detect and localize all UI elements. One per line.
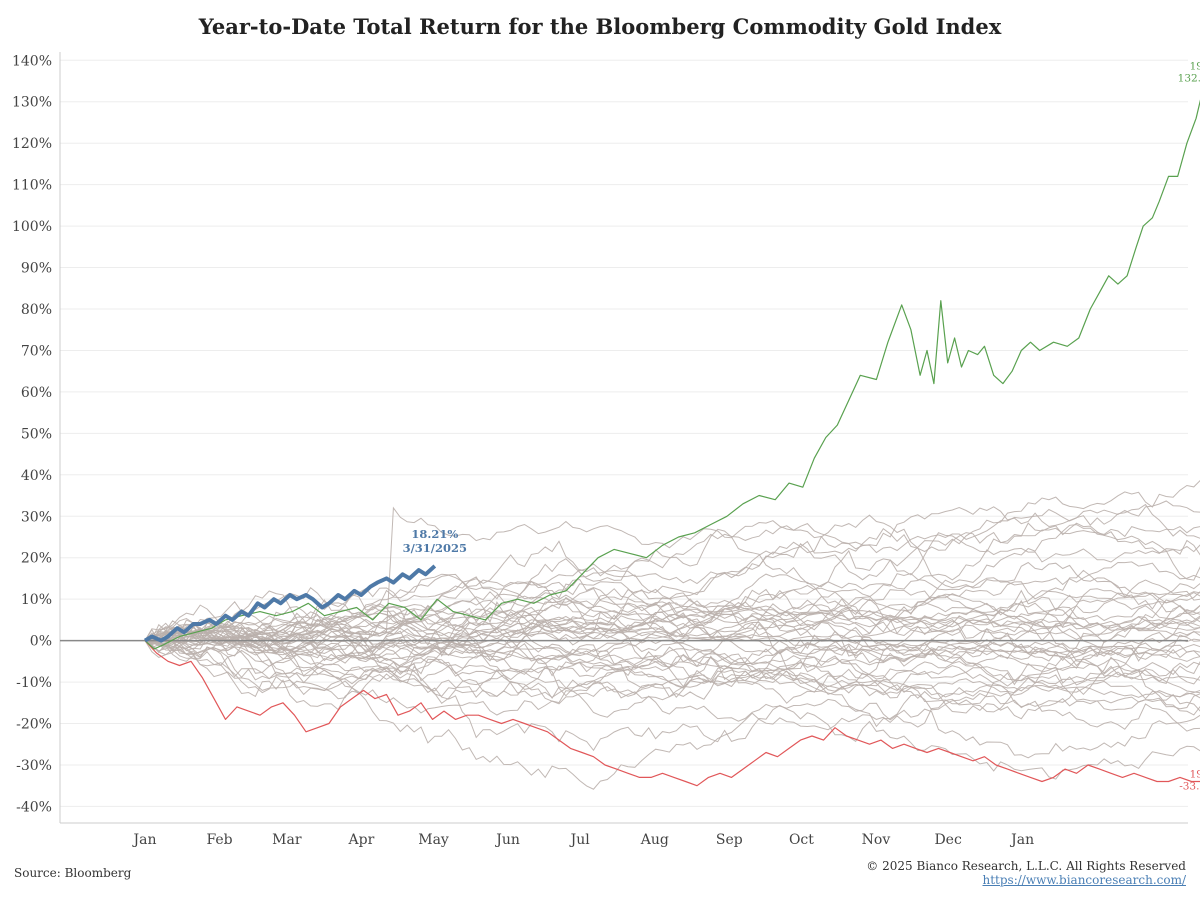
other-year-line <box>144 636 1200 698</box>
other-year-line <box>144 500 1200 654</box>
series-line-1981 <box>144 640 1200 787</box>
series-line-2025 <box>143 564 437 643</box>
annotation-year-1981: 1981 <box>1190 769 1200 781</box>
annotation-value-2025: 18.21% <box>411 527 458 541</box>
y-tick-label: -20% <box>16 717 52 733</box>
y-tick-label: 80% <box>21 302 52 318</box>
other-year-line <box>144 514 1200 650</box>
x-tick-label: Nov <box>862 832 891 848</box>
x-tick-label: Aug <box>640 832 669 848</box>
x-tick-label: Feb <box>206 832 232 848</box>
y-tick-label: -10% <box>16 675 52 691</box>
other-year-line <box>144 569 1200 644</box>
y-tick-label: 120% <box>12 136 52 152</box>
annotation-value-1981: -33.52% <box>1179 781 1200 793</box>
other-year-line <box>144 640 1200 716</box>
y-tick-label: 0% <box>30 634 52 650</box>
y-tick-label: 30% <box>21 509 52 525</box>
other-year-line <box>144 629 1200 780</box>
chart-title: Year-to-Date Total Return for the Bloomb… <box>198 14 1002 39</box>
y-tick-label: -40% <box>16 799 52 815</box>
other-year-line <box>144 561 1200 647</box>
annotations: 18.21%3/31/2025 1979132.83% 1981-33.52% <box>403 60 1200 792</box>
x-tick-label: Jan <box>1009 832 1034 848</box>
x-tick-label: Jun <box>494 832 520 848</box>
x-tick-label: Jan <box>132 832 157 848</box>
other-year-line <box>144 580 1200 712</box>
y-tick-label: 40% <box>21 468 52 484</box>
annotation-date-2025: 3/31/2025 <box>403 541 467 555</box>
other-year-line <box>144 587 1200 649</box>
highlighted-series <box>143 99 1200 787</box>
other-year-line <box>144 588 1200 654</box>
grid-lines <box>60 59 1188 807</box>
y-axis: -40% -30% -20% -10% 0% 10% 20% 30% 40% 50% 60% 70% 8… <box>12 52 61 823</box>
y-tick-label: 60% <box>21 385 52 401</box>
series-line-1979 <box>144 99 1200 650</box>
source-note: Source: Bloomberg <box>14 866 132 880</box>
other-year-line <box>144 627 1200 694</box>
other-years-lines <box>144 479 1200 790</box>
other-year-line <box>144 626 1200 759</box>
y-tick-label: 110% <box>12 178 52 194</box>
y-tick-label: 50% <box>21 426 52 442</box>
y-tick-label: 20% <box>21 551 52 567</box>
y-tick-label: 100% <box>12 219 52 235</box>
y-tick-label: 90% <box>21 261 52 277</box>
annotation-value-1979: 132.83% <box>1178 72 1200 84</box>
other-year-line <box>144 524 1200 680</box>
other-year-line <box>144 604 1200 790</box>
other-year-line <box>144 612 1200 682</box>
other-year-line <box>144 479 1200 681</box>
x-tick-label: Apr <box>348 832 375 848</box>
other-year-line <box>144 605 1200 655</box>
y-tick-label: 70% <box>21 343 52 359</box>
other-year-line <box>144 602 1200 677</box>
other-year-line <box>144 590 1200 661</box>
y-tick-label: 130% <box>12 95 52 111</box>
x-tick-label: Dec <box>934 832 962 848</box>
x-tick-label: Sep <box>716 832 743 848</box>
other-year-line <box>144 619 1200 709</box>
other-year-line <box>144 503 1200 645</box>
y-tick-label: 140% <box>12 53 52 69</box>
x-tick-label: May <box>418 832 449 848</box>
annotation-year-1979: 1979 <box>1190 60 1200 72</box>
y-tick-label: -30% <box>16 758 52 774</box>
x-tick-label: Jul <box>569 832 591 848</box>
x-tick-label: Mar <box>272 832 302 848</box>
other-year-line <box>144 589 1200 660</box>
copyright-note: © 2025 Bianco Research, L.L.C. All Right… <box>866 859 1186 873</box>
x-tick-label: Oct <box>789 832 814 848</box>
y-tick-label: 10% <box>21 592 52 608</box>
other-year-line <box>144 579 1200 700</box>
other-year-line <box>144 597 1200 660</box>
x-axis: Jan Feb Mar Apr May Jun Jul Aug Sep Oct Nov Dec Jan <box>60 822 1188 848</box>
website-link[interactable]: https://www.biancoresearch.com/ <box>982 873 1186 887</box>
